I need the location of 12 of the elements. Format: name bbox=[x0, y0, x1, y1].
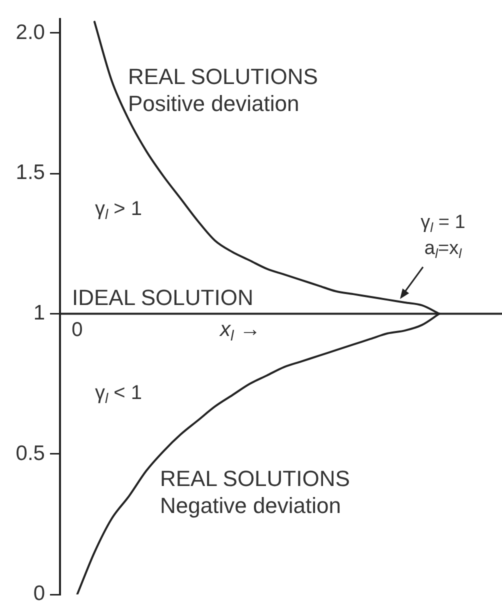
annotation: REAL SOLUTIONS Positive deviation bbox=[128, 63, 318, 117]
x-axis-title: x$_{l}$ → bbox=[220, 318, 261, 344]
ref-line-label: IDEAL SOLUTION bbox=[72, 284, 254, 311]
y-tick-label: 1.5 bbox=[16, 161, 45, 184]
y-tick-label: 0 bbox=[33, 582, 45, 606]
y-tick-label: 1 bbox=[33, 302, 45, 325]
annotation: γ$_{l}$ > 1 bbox=[95, 198, 142, 222]
annotation: γ$_{l}$ < 1 bbox=[95, 382, 142, 406]
y-tick-label: 0.5 bbox=[16, 442, 45, 465]
annotation: REAL SOLUTIONS Negative deviation bbox=[160, 465, 350, 519]
y-tick-label: 2.0 bbox=[16, 20, 45, 44]
annotation: γ$_{l}$ = 1 a$_{l}$=x$_{l}$ bbox=[420, 211, 466, 262]
